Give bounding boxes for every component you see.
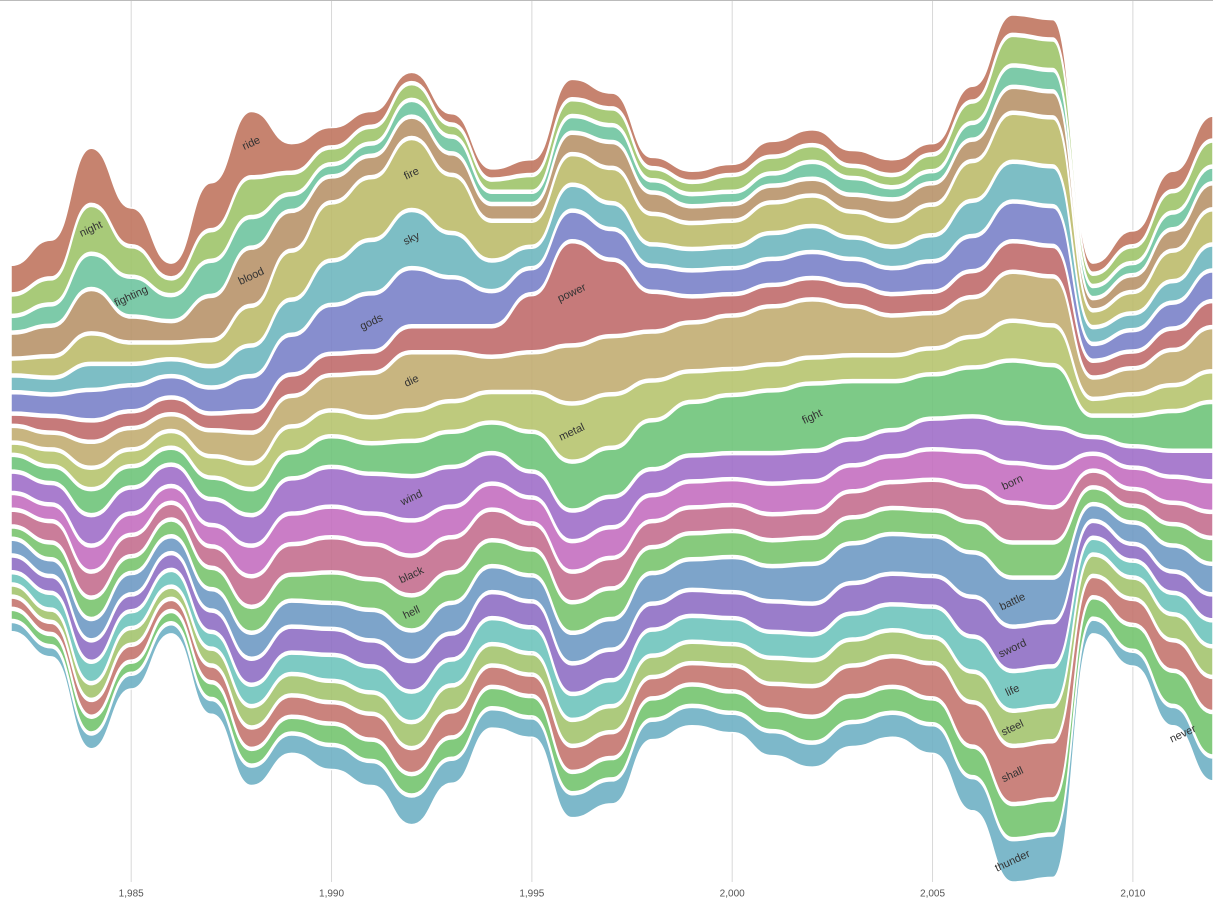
stream-band xyxy=(10,113,1213,377)
x-tick-label: 1,985 xyxy=(119,889,144,900)
x-tick-label: 1,990 xyxy=(319,889,344,900)
stream-band xyxy=(10,272,1213,468)
x-tick-label: 2,010 xyxy=(1120,889,1145,900)
stream-band xyxy=(10,14,1213,294)
stream-band xyxy=(10,471,1213,607)
stream-band xyxy=(10,576,1213,804)
stream-band xyxy=(10,417,1213,545)
stream-band xyxy=(10,241,1213,442)
legend-label: die xyxy=(402,373,420,390)
x-tick-label: 2,005 xyxy=(920,889,945,900)
legend-label: life xyxy=(1004,682,1022,699)
stream-band xyxy=(10,87,1213,358)
stream-band xyxy=(10,504,1213,663)
stream-band xyxy=(10,449,1213,576)
legend-label: fire xyxy=(402,165,421,182)
stream-band xyxy=(10,66,1213,332)
x-tick-label: 1,995 xyxy=(519,889,544,900)
stream-band xyxy=(10,521,1213,694)
stream-band xyxy=(10,35,1213,316)
stream-band xyxy=(10,555,1213,748)
stream-band xyxy=(10,488,1213,633)
x-tick-label: 2,000 xyxy=(720,889,745,900)
stream-band xyxy=(10,361,1213,515)
